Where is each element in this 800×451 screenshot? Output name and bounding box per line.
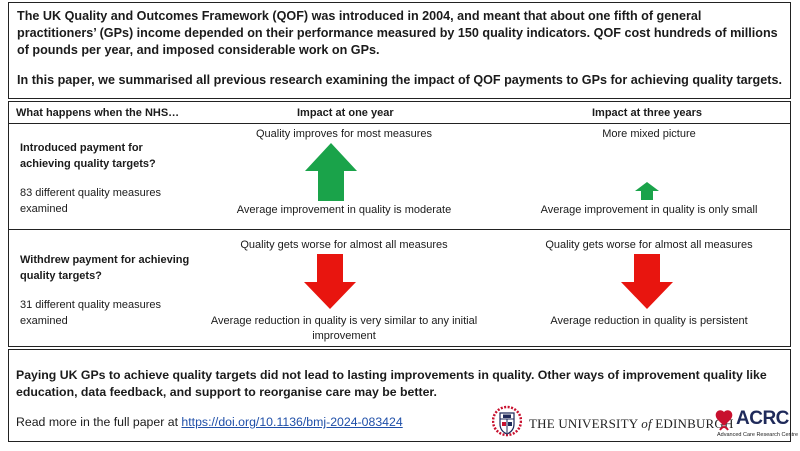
one-year-introduced-bottom: Average improvement in quality is modera… (236, 204, 452, 216)
impact-table: What happens when the NHS… Impact at one… (8, 101, 791, 347)
read-more: Read more in the full paper at https://d… (16, 415, 403, 429)
intro-paragraph: The UK Quality and Outcomes Framework (Q… (17, 9, 778, 57)
row-divider (9, 229, 790, 230)
acrc-logo-icon (715, 410, 733, 431)
header-three-years: Impact at three years (592, 107, 703, 119)
read-more-prefix: Read more in the full paper at (16, 415, 182, 429)
acrc-subtitle: Advanced Care Research Centre (717, 432, 799, 438)
conclusion-text: Paying UK GPs to achieve quality targets… (16, 368, 767, 399)
intro-box: The UK Quality and Outcomes Framework (Q… (8, 2, 791, 99)
header-question: What happens when the NHS… (16, 107, 180, 119)
university-crest-icon (492, 405, 522, 437)
one-year-introduced-top: Quality improves for most measures (255, 128, 433, 140)
one-year-withdrew-bottom: Average reduction in quality is very sim… (210, 315, 478, 342)
question-introduced: Introduced payment for achieving quality… (20, 142, 156, 170)
up-arrow-small-icon (635, 182, 659, 200)
conclusion-box: Paying UK GPs to achieve quality targets… (8, 349, 798, 442)
three-years-withdrew-bottom: Average reduction in quality is persiste… (550, 315, 748, 327)
down-arrow-large-icon (304, 254, 356, 309)
three-years-introduced-bottom: Average improvement in quality is only s… (540, 204, 758, 216)
measures-count-introduced: 83 different quality measures examined (20, 187, 162, 215)
intro-summary: In this paper, we summarised all previou… (17, 73, 782, 87)
header-divider (9, 123, 790, 124)
three-years-withdrew-top: Quality gets worse for almost all measur… (545, 239, 753, 251)
acrc-wordmark: ACRC (736, 408, 789, 429)
measures-count-withdrew: 31 different quality measures examined (20, 299, 162, 327)
down-arrow-large-icon (621, 254, 673, 309)
one-year-withdrew-top: Quality gets worse for almost all measur… (240, 239, 448, 251)
paper-link[interactable]: https://doi.org/10.1136/bmj-2024-083424 (181, 415, 403, 429)
question-withdrew: Withdrew payment for achieving quality t… (20, 254, 190, 282)
three-years-introduced-top: More mixed picture (602, 128, 696, 140)
up-arrow-large-icon (305, 143, 357, 201)
header-one-year: Impact at one year (297, 107, 394, 119)
university-wordmark: THE UNIVERSITY of EDINBURGH (529, 416, 734, 431)
